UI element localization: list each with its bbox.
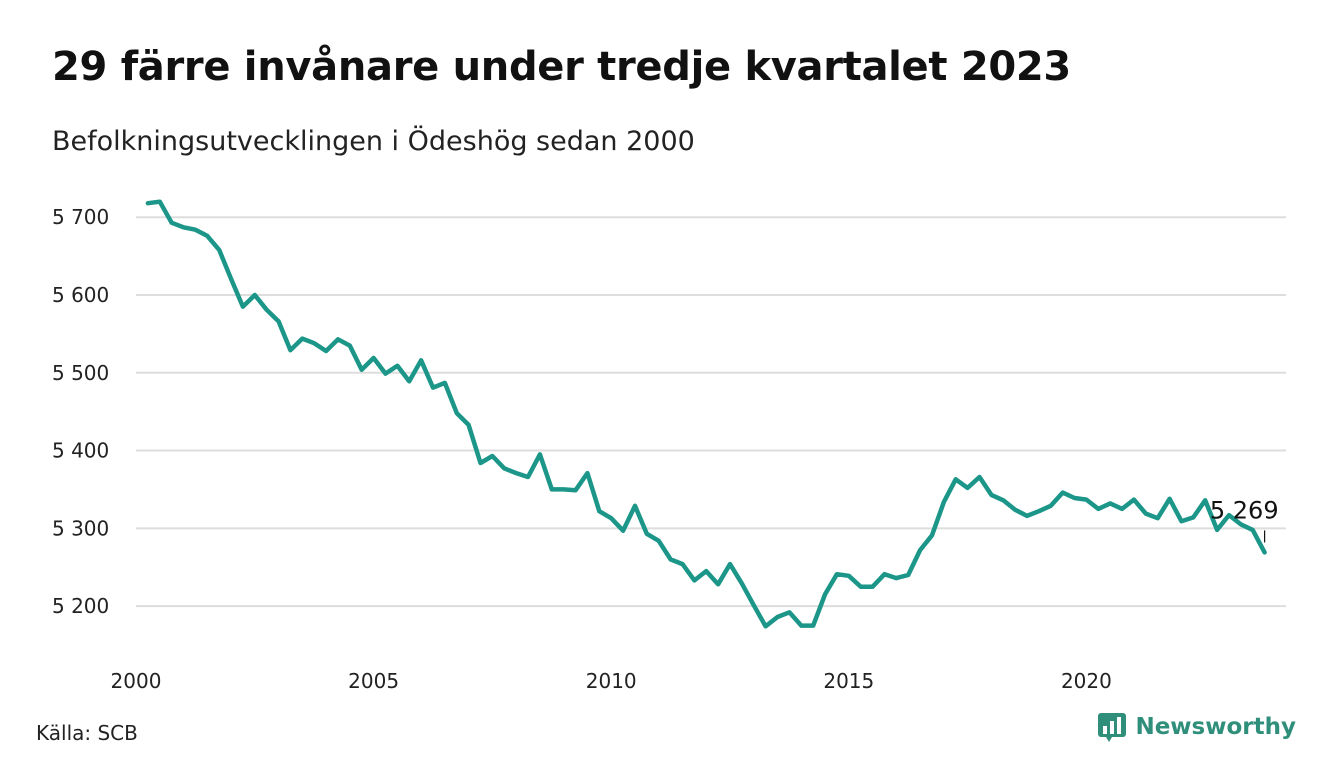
x-axis: 2000 2005 2010 2015 2020 (111, 669, 1112, 693)
last-value-label: 5 269 (1210, 496, 1279, 524)
chart-title: 29 färre invånare under tredje kvartalet… (52, 44, 1071, 90)
y-tick-label: 5 600 (52, 283, 109, 307)
x-tick-label: 2015 (823, 669, 874, 693)
x-tick-label: 2010 (586, 669, 637, 693)
newsworthy-logo-icon (1098, 713, 1127, 742)
x-tick-label: 2005 (348, 669, 399, 693)
x-tick-label: 2000 (111, 669, 162, 693)
x-tick-label: 2020 (1061, 669, 1112, 693)
series-line (145, 199, 1267, 629)
y-axis: 5 200 5 300 5 400 5 500 5 600 5 700 (52, 205, 109, 618)
series-group (145, 199, 1267, 629)
y-tick-label: 5 200 (52, 594, 109, 618)
gridlines (136, 216, 1286, 608)
y-tick-label: 5 700 (52, 205, 109, 229)
brand-logo: Newsworthy (1097, 712, 1296, 742)
source-label: Källa: SCB (36, 721, 138, 745)
brand-name: Newsworthy (1135, 714, 1296, 740)
y-tick-label: 5 300 (52, 516, 109, 540)
y-tick-label: 5 400 (52, 439, 109, 463)
annotations: 5 269 (1210, 496, 1279, 543)
y-tick-label: 5 500 (52, 361, 109, 385)
chart-subtitle: Befolkningsutvecklingen i Ödeshög sedan … (52, 126, 695, 157)
